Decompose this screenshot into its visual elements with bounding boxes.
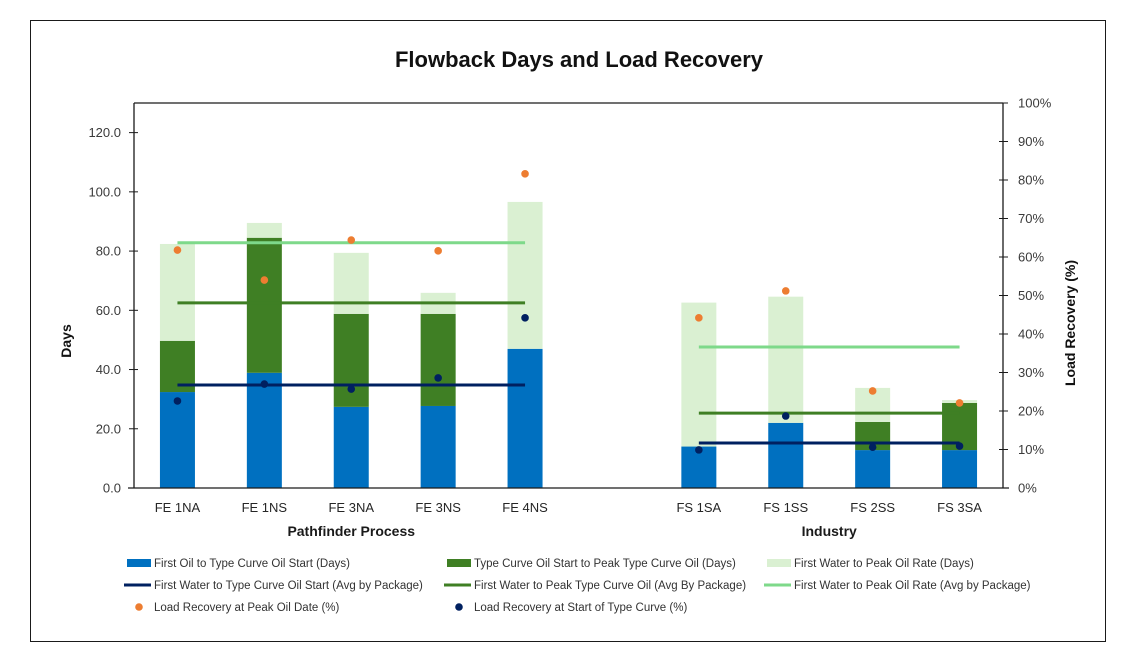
legend-item: Load Recovery at Peak Oil Date (%): [135, 602, 340, 614]
bar-segment-fe-3na-s2: [333, 252, 369, 314]
scatter-point-fs-3sa-s0: [955, 399, 964, 407]
x-tick-label: FE 4NS: [502, 500, 548, 515]
scatter-point-fs-1sa-s1: [695, 446, 703, 454]
x-tick-label: FS 3SA: [937, 500, 982, 515]
x-group-label: Pathfinder Process: [287, 523, 415, 539]
x-group-label: Industry: [802, 523, 857, 539]
legend: First Oil to Type Curve Oil Start (Days)…: [124, 558, 1031, 614]
bar-segment-fe-3ns-s1: [420, 313, 456, 406]
y2-tick-label: 10%: [1018, 442, 1044, 457]
x-tick-label: FS 1SA: [676, 500, 721, 515]
y-tick-label: 80.0: [96, 244, 121, 259]
legend-item: First Water to Type Curve Oil Start (Avg…: [124, 580, 423, 592]
legend-item: First Water to Peak Oil Rate (Days): [767, 558, 974, 570]
scatter-point-fe-1ns-s0: [260, 276, 269, 284]
scatter-point-fe-4ns-s1: [521, 314, 529, 322]
scatter-point-fe-3ns-s1: [434, 374, 442, 382]
scatter-point-fs-1sa-s0: [695, 314, 703, 322]
legend-label: First Water to Peak Oil Rate (Days): [794, 558, 974, 570]
legend-dot-swatch: [455, 603, 463, 611]
x-tick-label: FE 1NA: [155, 500, 201, 515]
bar-segment-fe-1ns-s1: [246, 237, 282, 373]
y2-tick-label: 20%: [1018, 404, 1044, 419]
scatter-point-fs-3sa-s1: [955, 442, 964, 450]
scatter-point-fs-1ss-s1: [781, 412, 790, 420]
y2-tick-label: 50%: [1018, 288, 1044, 303]
scatter-point-fe-4ns-s0: [521, 170, 529, 178]
scatter-point-fe-1ns-s1: [260, 380, 269, 388]
y-tick-label: 100.0: [88, 184, 121, 199]
bar-segment-fe-4ns-s0: [507, 348, 543, 488]
axes-layer: 0.0 20.0 40.0 60.0 80.0 100.0 120.0 0% 10% 20% 30%…: [88, 96, 1051, 540]
x-tick-label: FS 1SS: [763, 500, 808, 515]
bars-layer: [159, 201, 978, 488]
chart-title: Flowback Days and Load Recovery: [395, 47, 764, 72]
bar-segment-fe-4ns-s2: [507, 201, 543, 349]
y-tick-label: 120.0: [88, 125, 121, 140]
scatter-layer: [173, 170, 964, 454]
y2-tick-label: 100%: [1018, 96, 1052, 111]
x-tick-label: FE 1NS: [242, 500, 288, 515]
y2-tick-label: 90%: [1018, 134, 1044, 149]
legend-item: Load Recovery at Start of Type Curve (%): [455, 602, 687, 614]
y2-tick-label: 80%: [1018, 173, 1044, 188]
y2-tick-label: 40%: [1018, 327, 1044, 342]
legend-bar-swatch: [127, 559, 151, 567]
bar-segment-fe-3ns-s0: [420, 405, 456, 488]
scatter-point-fs-2ss-s1: [868, 443, 877, 451]
scatter-point-fe-1na-s0: [173, 246, 182, 254]
legend-bar-swatch: [447, 559, 471, 567]
scatter-point-fe-3na-s0: [347, 236, 356, 244]
y2-tick-label: 60%: [1018, 250, 1044, 265]
chart-frame: [30, 20, 1106, 642]
bar-segment-fe-1na-s2: [159, 243, 195, 341]
y2-tick-label: 0%: [1018, 481, 1037, 496]
y2-tick-label: 70%: [1018, 211, 1044, 226]
y-tick-label: 40.0: [96, 362, 121, 377]
avg-lines-layer: [177, 241, 960, 445]
bar-segment-fs-1sa-s2: [681, 302, 717, 447]
bar-segment-fe-3na-s1: [333, 313, 369, 407]
legend-label: Type Curve Oil Start to Peak Type Curve …: [474, 558, 736, 570]
legend-item: First Water to Peak Type Curve Oil (Avg …: [444, 580, 746, 592]
scatter-point-fs-2ss-s0: [868, 387, 877, 395]
legend-label: First Water to Type Curve Oil Start (Avg…: [154, 580, 423, 592]
bar-segment-fe-1ns-s2: [246, 222, 282, 238]
y-tick-label: 60.0: [96, 303, 121, 318]
legend-label: Load Recovery at Start of Type Curve (%): [474, 602, 687, 614]
x-tick-label: FE 3NA: [328, 500, 374, 515]
bar-segment-fs-3sa-s0: [942, 450, 978, 488]
y-tick-label: 0.0: [103, 481, 121, 496]
y2-axis-title: Load Recovery (%): [1062, 260, 1078, 386]
x-tick-label: FE 3NS: [415, 500, 461, 515]
scatter-point-fe-1na-s1: [173, 397, 182, 405]
scatter-point-fs-1ss-s0: [781, 287, 790, 295]
legend-dot-swatch: [135, 603, 143, 611]
bar-segment-fe-1na-s0: [159, 392, 195, 488]
legend-label: First Oil to Type Curve Oil Start (Days): [154, 558, 350, 570]
legend-bar-swatch: [767, 559, 791, 567]
legend-item: First Water to Peak Oil Rate (Avg by Pac…: [764, 580, 1031, 592]
legend-label: Load Recovery at Peak Oil Date (%): [154, 602, 340, 614]
legend-label: First Water to Peak Type Curve Oil (Avg …: [474, 580, 746, 592]
bar-segment-fs-1ss-s0: [768, 422, 804, 488]
legend-item: First Oil to Type Curve Oil Start (Days): [127, 558, 350, 570]
bar-segment-fe-3na-s0: [333, 406, 369, 488]
legend-item: Type Curve Oil Start to Peak Type Curve …: [447, 558, 736, 570]
scatter-point-fe-3ns-s0: [434, 247, 442, 255]
y-axis-title: Days: [58, 324, 74, 358]
bar-segment-fs-1ss-s2: [768, 296, 804, 423]
bar-segment-fs-2ss-s0: [855, 450, 891, 488]
x-tick-label: FS 2SS: [850, 500, 895, 515]
y2-tick-label: 30%: [1018, 365, 1044, 380]
y-tick-label: 20.0: [96, 421, 121, 436]
bar-segment-fe-1ns-s0: [246, 372, 282, 488]
legend-label: First Water to Peak Oil Rate (Avg by Pac…: [794, 580, 1031, 592]
scatter-point-fe-3na-s1: [347, 385, 356, 393]
